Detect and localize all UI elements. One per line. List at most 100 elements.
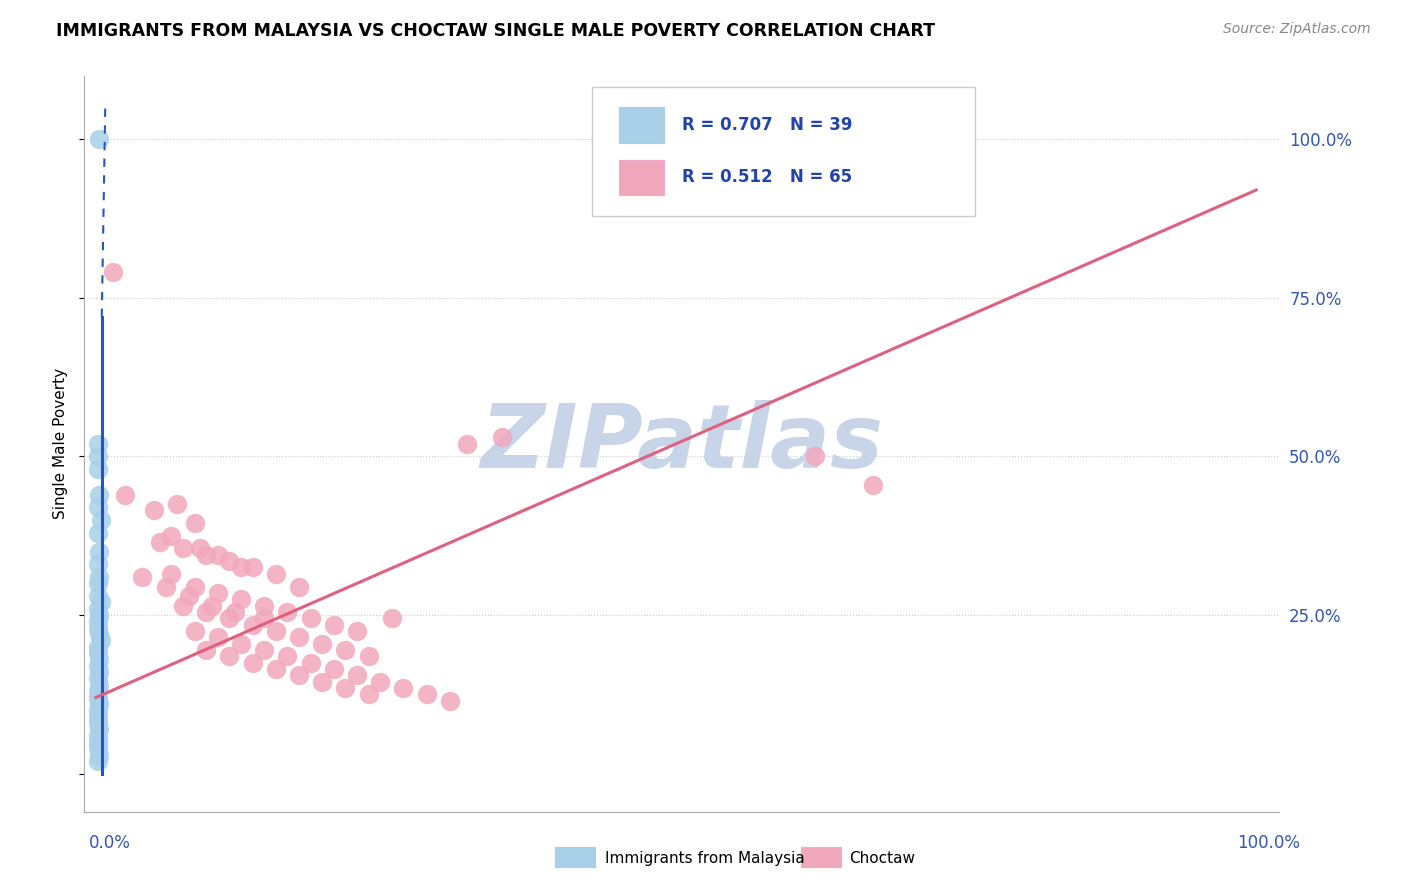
Point <box>368 674 391 689</box>
Point <box>160 529 183 543</box>
Point <box>183 624 205 638</box>
Point <box>87 684 110 698</box>
Text: Immigrants from Malaysia: Immigrants from Malaysia <box>605 851 804 865</box>
Point <box>87 658 110 673</box>
Point <box>264 662 287 676</box>
Text: Choctaw: Choctaw <box>849 851 915 865</box>
Point <box>276 605 298 619</box>
Point <box>87 672 110 686</box>
Point <box>87 640 110 654</box>
Text: 0.0%: 0.0% <box>89 834 131 852</box>
Point <box>87 703 110 717</box>
Text: ZIPatlas: ZIPatlas <box>481 401 883 487</box>
Point <box>87 690 110 705</box>
Y-axis label: Single Male Poverty: Single Male Poverty <box>53 368 69 519</box>
Point <box>311 637 333 651</box>
Point <box>89 652 111 666</box>
Point <box>172 541 194 556</box>
Point <box>90 595 112 609</box>
Point <box>224 605 246 619</box>
Point <box>299 611 322 625</box>
Bar <box>619 107 664 143</box>
Point <box>155 580 177 594</box>
Text: R = 0.512   N = 65: R = 0.512 N = 65 <box>682 169 852 186</box>
Point <box>357 649 380 664</box>
Point <box>89 627 111 641</box>
Text: R = 0.707   N = 39: R = 0.707 N = 39 <box>682 116 852 134</box>
Point <box>87 715 110 730</box>
Point <box>218 611 240 625</box>
Point <box>311 674 333 689</box>
Point <box>87 576 110 591</box>
Point <box>229 560 252 574</box>
Point <box>87 500 110 515</box>
Point <box>322 617 344 632</box>
Point <box>89 132 111 146</box>
Point <box>131 570 153 584</box>
Text: Source: ZipAtlas.com: Source: ZipAtlas.com <box>1223 22 1371 37</box>
Point <box>346 624 368 638</box>
Point <box>195 605 218 619</box>
Point <box>87 450 110 464</box>
Point <box>89 544 111 558</box>
Point <box>207 630 229 644</box>
Point <box>87 741 110 756</box>
Point <box>190 541 212 556</box>
Point <box>90 633 112 648</box>
Point <box>172 599 194 613</box>
Point <box>87 729 110 743</box>
Point <box>87 462 110 476</box>
Point <box>392 681 415 695</box>
Point <box>381 611 404 625</box>
Point <box>114 487 136 501</box>
Point <box>87 558 110 572</box>
Point <box>242 656 264 670</box>
Point <box>183 516 205 530</box>
Point <box>89 608 111 623</box>
Point <box>346 668 368 682</box>
FancyBboxPatch shape <box>592 87 974 216</box>
Text: IMMIGRANTS FROM MALAYSIA VS CHOCTAW SINGLE MALE POVERTY CORRELATION CHART: IMMIGRANTS FROM MALAYSIA VS CHOCTAW SING… <box>56 22 935 40</box>
Point <box>264 566 287 581</box>
Point <box>491 430 513 444</box>
Point <box>439 694 461 708</box>
Point <box>87 525 110 540</box>
Point <box>288 668 311 682</box>
Point <box>229 592 252 607</box>
Point <box>288 630 311 644</box>
Point <box>87 621 110 635</box>
Point <box>242 617 264 632</box>
Point <box>149 535 172 549</box>
Point <box>335 643 357 657</box>
Point <box>276 649 298 664</box>
Point <box>87 615 110 629</box>
Point <box>229 637 252 651</box>
Point <box>87 436 110 450</box>
Text: 100.0%: 100.0% <box>1237 834 1301 852</box>
Point <box>90 513 112 527</box>
Point <box>195 643 218 657</box>
Point <box>89 570 111 584</box>
Point <box>253 599 276 613</box>
Point <box>89 747 111 762</box>
Point <box>89 665 111 680</box>
Point <box>322 662 344 676</box>
Point <box>160 566 183 581</box>
Point <box>299 656 322 670</box>
Point <box>253 643 276 657</box>
Point <box>207 586 229 600</box>
Point <box>87 754 110 768</box>
Point <box>89 697 111 711</box>
Point <box>89 678 111 692</box>
Point <box>87 709 110 723</box>
Point <box>103 265 125 279</box>
Point <box>166 497 188 511</box>
Point <box>87 601 110 615</box>
Bar <box>619 160 664 195</box>
Point <box>456 436 478 450</box>
Point <box>87 735 110 749</box>
Point <box>87 646 110 660</box>
Point <box>143 503 166 517</box>
Point <box>201 599 224 613</box>
Point <box>804 450 827 464</box>
